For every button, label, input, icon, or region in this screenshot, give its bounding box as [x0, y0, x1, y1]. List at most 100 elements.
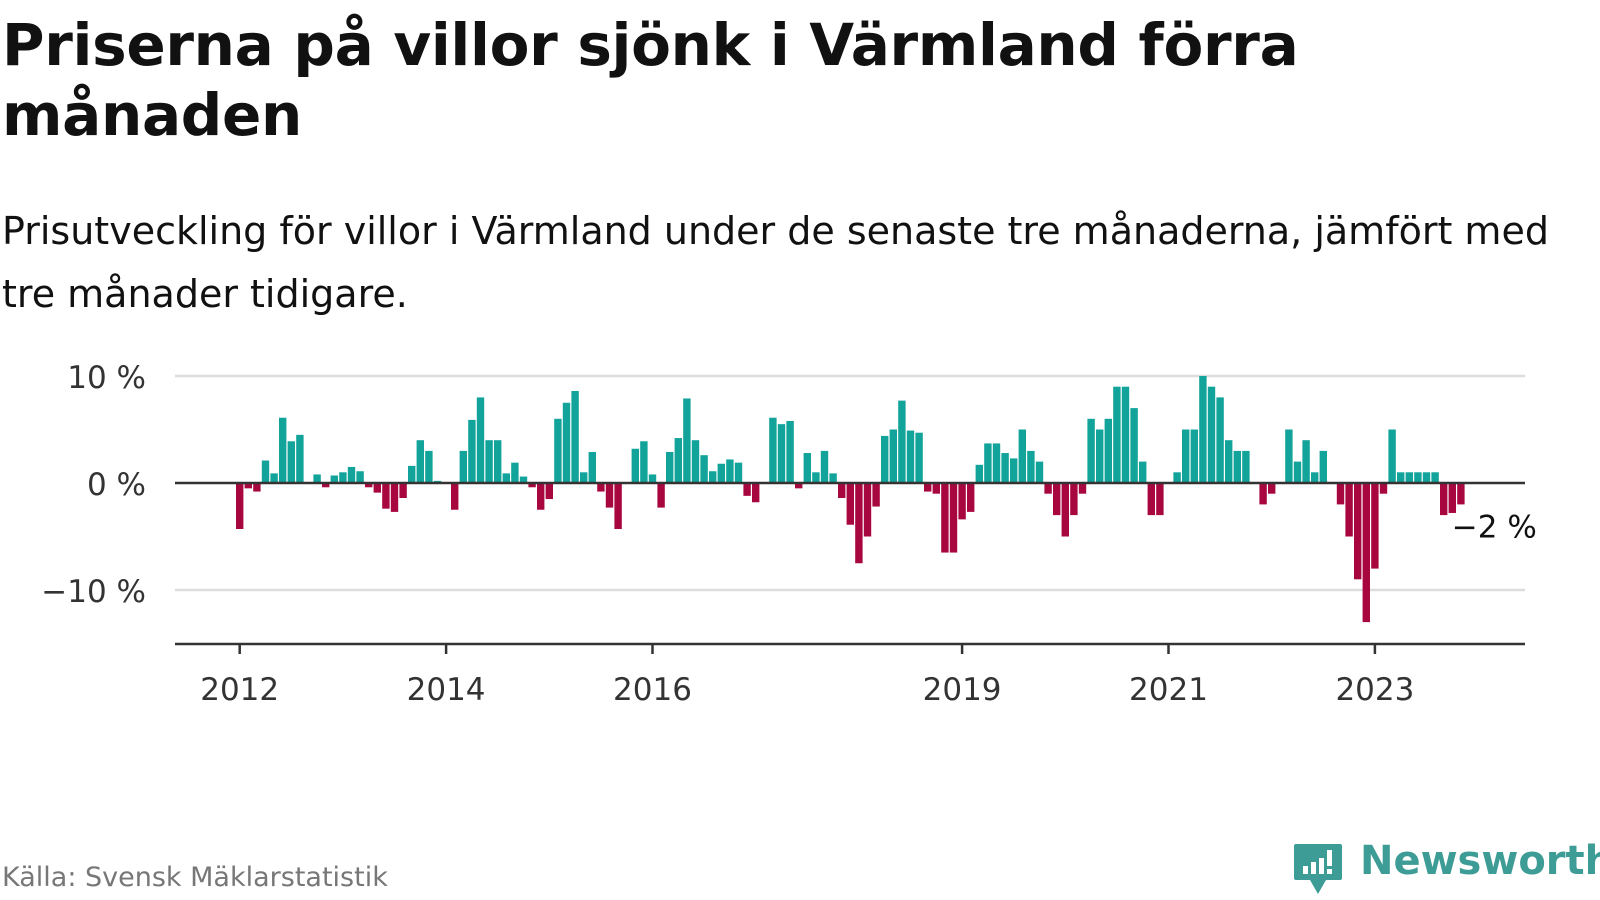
- bar: [1362, 483, 1370, 623]
- y-axis-labels: 10 % 0 % −10 %: [41, 360, 146, 610]
- bar: [451, 483, 459, 510]
- bar: [1018, 429, 1026, 483]
- bar: [519, 476, 528, 483]
- bar: [1268, 483, 1276, 494]
- bar: [717, 463, 725, 483]
- bar: [1104, 418, 1112, 483]
- bar: [382, 483, 390, 509]
- bar: [838, 483, 846, 498]
- bar: [734, 462, 743, 483]
- bar: [390, 483, 399, 512]
- x-tick-label: 2012: [200, 672, 279, 708]
- bars: [236, 376, 1465, 623]
- bar: [1130, 408, 1138, 483]
- bar: [279, 417, 287, 483]
- bar: [459, 450, 467, 483]
- gridlines: [175, 374, 1525, 592]
- bar: [683, 398, 691, 483]
- brand-name: Newsworthy: [1360, 838, 1600, 884]
- bar: [967, 483, 975, 512]
- bar: [1311, 472, 1319, 483]
- x-axis-labels: 2012 2014 2016 2019 2021 2023: [200, 644, 1414, 708]
- bar: [1388, 429, 1396, 483]
- bar: [1371, 483, 1379, 569]
- bar: [356, 471, 364, 483]
- bar: [657, 483, 665, 508]
- bar: [588, 451, 596, 483]
- bar: [631, 448, 639, 483]
- bar: [494, 440, 502, 483]
- bar: [502, 473, 510, 483]
- bar: [743, 483, 751, 496]
- bar: [571, 390, 579, 483]
- bar: [906, 430, 915, 483]
- bar: [1001, 453, 1009, 483]
- bar: [1354, 483, 1362, 580]
- bar: [261, 460, 270, 483]
- bar: [270, 473, 278, 483]
- bar: [820, 450, 829, 483]
- bar: [881, 435, 889, 483]
- bar: [1207, 386, 1216, 483]
- bar: [812, 472, 820, 483]
- annotations: −2 %: [1452, 509, 1537, 545]
- bar: [932, 483, 940, 494]
- bar: [709, 471, 717, 483]
- bar: [313, 474, 321, 483]
- bar: [399, 483, 407, 498]
- bar: [786, 420, 794, 483]
- bar: [1302, 440, 1310, 483]
- bar: [1379, 483, 1388, 494]
- bar: [373, 483, 381, 493]
- bar: [889, 429, 897, 483]
- bar: [769, 417, 777, 483]
- bar: [984, 443, 992, 483]
- bar: [287, 441, 295, 483]
- bar: [1156, 483, 1164, 516]
- value-annotation: −2 %: [1452, 509, 1537, 545]
- bar: [1035, 461, 1044, 483]
- y-tick-label: −10 %: [41, 574, 146, 610]
- bar: [1422, 472, 1431, 483]
- bar: [915, 432, 923, 483]
- bar: [1190, 429, 1198, 483]
- bar: [1457, 483, 1465, 505]
- bar: [1233, 450, 1241, 483]
- bar: [322, 483, 330, 488]
- bar: [468, 419, 476, 483]
- newsworthy-logo-icon: [1294, 844, 1342, 894]
- bar: [1405, 472, 1413, 483]
- bar: [253, 483, 261, 492]
- bar: [1440, 483, 1448, 516]
- bar: [1010, 458, 1018, 483]
- bar: [924, 483, 932, 492]
- bar: [691, 440, 700, 483]
- bar-chart: 10 % 0 % −10 % 2012 2014 2016 2019 2021 2023 −2…: [41, 360, 1537, 708]
- y-tick-label: 0 %: [87, 467, 146, 503]
- bar: [408, 465, 416, 483]
- axes: [175, 481, 1525, 646]
- x-tick-label: 2021: [1129, 672, 1208, 708]
- bar: [1078, 483, 1087, 494]
- bar: [1147, 483, 1155, 516]
- bar: [1173, 472, 1181, 483]
- bar: [425, 450, 433, 483]
- y-tick-label: 10 %: [67, 360, 146, 396]
- bar: [511, 462, 519, 483]
- bar: [872, 483, 880, 507]
- bar: [855, 483, 863, 564]
- bar: [640, 441, 648, 483]
- x-tick-label: 2023: [1335, 672, 1414, 708]
- bar: [863, 483, 872, 537]
- x-tick-label: 2016: [613, 672, 692, 708]
- bar: [1096, 429, 1104, 483]
- bar: [1293, 461, 1302, 483]
- bar: [1414, 472, 1422, 483]
- bar: [795, 483, 803, 489]
- bar: [777, 424, 786, 483]
- bar: [1199, 376, 1207, 483]
- bar: [1285, 429, 1293, 483]
- bar: [330, 475, 338, 483]
- bar: [485, 440, 493, 483]
- bar: [1259, 483, 1267, 505]
